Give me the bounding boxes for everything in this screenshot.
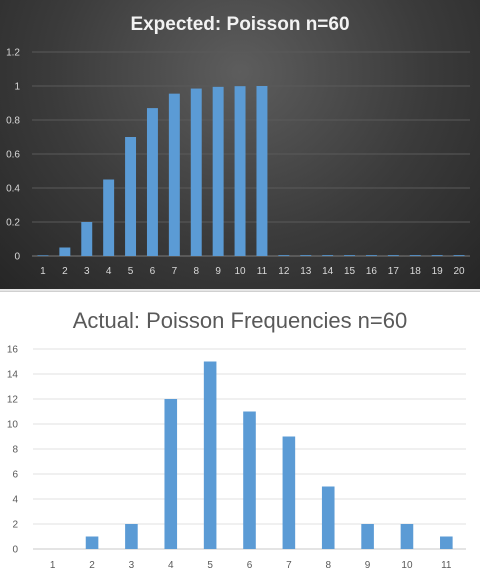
y-tick-label: 2	[12, 520, 18, 531]
x-tick-label: 6	[150, 266, 156, 277]
bar	[278, 255, 290, 256]
x-tick-label: 11	[441, 560, 452, 571]
bar	[37, 255, 49, 256]
x-tick-label: 19	[432, 266, 444, 277]
expected-bars	[37, 86, 465, 257]
bar	[431, 255, 443, 256]
bar	[212, 86, 224, 256]
bar	[256, 86, 268, 256]
bar	[203, 361, 217, 549]
actual-x-axis: 1 2 3 4 5 6 7 8 9 10 11	[50, 560, 452, 571]
bar	[81, 222, 93, 256]
panel-divider	[0, 289, 480, 291]
y-tick-label: 0.6	[6, 150, 20, 161]
x-tick-label: 5	[128, 266, 134, 277]
bar	[103, 179, 115, 256]
y-tick-label: 0	[12, 545, 18, 556]
y-tick-label: 0.4	[6, 184, 20, 195]
bar	[85, 536, 99, 549]
expected-gridlines	[32, 51, 470, 257]
x-tick-label: 4	[106, 266, 112, 277]
actual-chart-panel: Actual: Poisson Frequencies n=60 0 2 4 6 8 10…	[0, 291, 480, 579]
bar	[168, 93, 180, 257]
bar	[453, 255, 465, 256]
x-tick-label: 13	[300, 266, 312, 277]
x-tick-label: 9	[215, 266, 221, 277]
y-tick-label: 1.2	[6, 48, 20, 59]
y-tick-label: 12	[7, 395, 19, 406]
x-tick-label: 7	[286, 560, 292, 571]
x-tick-label: 2	[62, 266, 68, 277]
bar	[440, 536, 453, 549]
bar	[164, 399, 178, 549]
expected-x-axis: 1 2 3 4 5 6 7 8 9 10 11 12 13 14 15 16 17 18 19 20	[40, 266, 465, 277]
bar	[243, 411, 256, 549]
actual-chart-title: Actual: Poisson Frequencies n=60	[73, 308, 407, 333]
y-tick-label: 0.8	[6, 116, 20, 127]
y-tick-label: 0	[14, 252, 20, 263]
x-tick-label: 15	[344, 266, 356, 277]
bar	[125, 137, 137, 256]
actual-y-axis: 0 2 4 6 8 10 12 14 16	[7, 345, 19, 556]
bar	[146, 108, 158, 256]
y-tick-label: 8	[12, 445, 18, 456]
bar	[321, 486, 335, 549]
bar	[361, 524, 374, 549]
bar	[282, 436, 296, 549]
x-tick-label: 10	[234, 266, 246, 277]
x-tick-label: 8	[325, 560, 331, 571]
bar	[190, 88, 202, 256]
x-tick-label: 5	[207, 560, 213, 571]
actual-chart: Actual: Poisson Frequencies n=60 0246810…	[7, 308, 466, 571]
actual-bars	[85, 361, 453, 549]
bar	[400, 524, 414, 549]
x-tick-label: 18	[410, 266, 422, 277]
expected-y-axis: 0 0.2 0.4 0.6 0.8 1 1.2	[6, 48, 20, 263]
x-tick-label: 1	[50, 560, 56, 571]
x-tick-label: 3	[84, 266, 90, 277]
x-tick-label: 1	[40, 266, 46, 277]
y-tick-label: 0.2	[6, 218, 20, 229]
y-tick-label: 1	[14, 82, 20, 93]
bar	[300, 255, 312, 256]
bar	[125, 524, 138, 549]
x-tick-label: 12	[278, 266, 290, 277]
x-tick-label: 20	[453, 266, 465, 277]
bar	[344, 255, 356, 256]
expected-chart-title: Expected: Poisson n=60	[130, 14, 349, 35]
x-tick-label: 16	[366, 266, 378, 277]
x-tick-label: 9	[365, 560, 371, 571]
bar	[234, 86, 246, 256]
y-tick-label: 4	[12, 495, 18, 506]
x-tick-label: 10	[401, 560, 413, 571]
bar	[387, 255, 399, 256]
bar	[365, 255, 377, 256]
y-tick-label: 6	[12, 470, 18, 481]
x-tick-label: 3	[129, 560, 135, 571]
x-tick-label: 14	[322, 266, 334, 277]
x-tick-label: 11	[257, 266, 268, 277]
x-tick-label: 2	[89, 560, 95, 571]
bar	[322, 255, 334, 256]
x-tick-label: 7	[172, 266, 178, 277]
bar	[59, 247, 71, 256]
y-tick-label: 16	[7, 345, 19, 356]
bar	[409, 255, 421, 256]
y-tick-label: 14	[7, 370, 19, 381]
x-tick-label: 6	[247, 560, 253, 571]
x-tick-label: 8	[193, 266, 199, 277]
expected-chart-panel: Expected: Poisson n=60 0 0.2 0.4 0.6 0.8 1 1.2…	[0, 0, 480, 289]
x-tick-label: 17	[388, 266, 400, 277]
y-tick-label: 10	[7, 420, 19, 431]
expected-chart: Expected: Poisson n=60 0 0.2 0.4 0.6 0.8 1 1.2…	[6, 14, 470, 277]
x-tick-label: 4	[168, 560, 174, 571]
